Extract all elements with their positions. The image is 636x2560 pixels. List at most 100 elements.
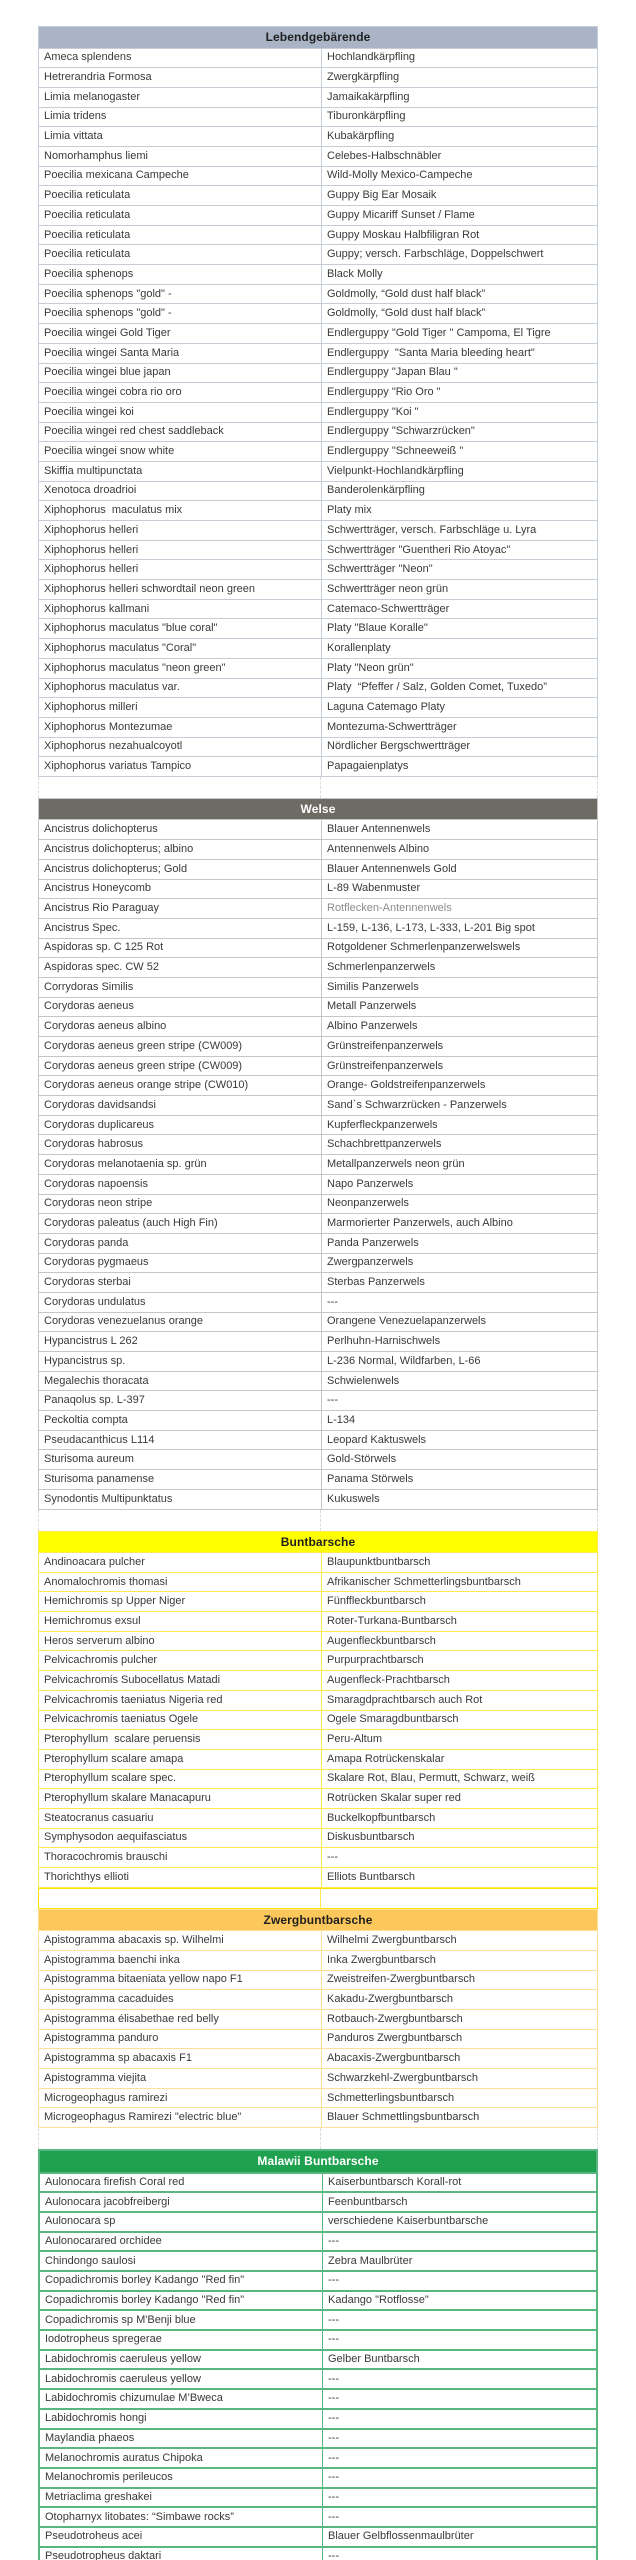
table-row: Xiphophorus helleri Schwertträger "Guenth… bbox=[39, 539, 597, 560]
common-name-cell: Smaragdprachtbarsch auch Rot bbox=[321, 1690, 597, 1710]
table-row: Ameca splendens Hochlandkärpfling bbox=[39, 47, 597, 68]
table-row: Poecilia reticulata Guppy Moskau Halbfili… bbox=[39, 224, 597, 245]
section-header: Welse bbox=[39, 798, 597, 820]
species-cell: Iodotropheus spregerae bbox=[45, 2333, 162, 2346]
section-gap bbox=[38, 1509, 598, 1531]
table-row: Xiphophorus helleri schwordtail neon gre… bbox=[39, 579, 597, 599]
common-name-cell: Laguna Catemago Platy bbox=[321, 698, 597, 717]
species-cell: Limia tridens bbox=[44, 110, 107, 123]
species-cell: Hypancistrus L 262 bbox=[44, 1335, 138, 1348]
common-name-cell: Leopard Kaktuswels bbox=[321, 1430, 597, 1450]
species-cell: Labidochromis caeruleus yellow bbox=[45, 2372, 201, 2385]
common-name-cell: --- bbox=[322, 2468, 596, 2487]
species-cell: Ancistrus Honeycomb bbox=[44, 882, 151, 895]
species-cell: Xiphophorus helleri bbox=[44, 563, 139, 576]
common-name-cell: L-159, L-136, L-173, L-333, L-201 Big sp… bbox=[321, 918, 597, 938]
table-row: Pelvicachromis taeniatus Nigeria red Smar… bbox=[39, 1689, 597, 1710]
table-row: Apistogramma baenchi inka Inka Zwergbuntb… bbox=[39, 1949, 597, 1970]
common-name-cell: Blauer Antennenwels Gold bbox=[321, 859, 597, 879]
species-cell: Pterophyllum scalare amapa bbox=[44, 1752, 184, 1765]
common-name-cell: Platy "Blaue Koralle" bbox=[321, 619, 597, 639]
table-row: Chindongo saulosi Zebra Maulbrüter bbox=[40, 2250, 596, 2270]
species-cell: Apistogramma sp abacaxis F1 bbox=[44, 2052, 192, 2065]
table-row: Synodontis Multipunktatus Kukuswels bbox=[39, 1488, 597, 1509]
section-4: Malawii Buntbarsche Aulonocara firefish C… bbox=[38, 2149, 598, 2560]
species-cell: Labidochromis chizumulae M’Bweca bbox=[45, 2392, 223, 2405]
species-cell: Maylandia phaeos bbox=[45, 2431, 135, 2444]
species-cell: Pelvicachromis taeniatus Ogele bbox=[44, 1713, 199, 1726]
species-table: Lebendgebärende Ameca splendens Hochlandkä… bbox=[38, 26, 598, 2560]
species-cell: Xiphophorus helleri bbox=[44, 543, 139, 556]
species-cell: Corydoras aeneus green stripe (CW009) bbox=[44, 1039, 243, 1052]
table-row: Poecilia sphenops "gold" - Goldmolly, “Go… bbox=[39, 303, 597, 324]
species-cell: Xiphophorus milleri bbox=[44, 701, 138, 714]
species-cell: Poecilia mexicana Campeche bbox=[44, 169, 189, 182]
common-name-cell: Blauer Antennenwels bbox=[321, 820, 597, 840]
table-row: Melanochromis auratus Chipoka --- bbox=[40, 2447, 596, 2467]
table-row: Xiphophorus maculatus "Coral" Korallenpla… bbox=[39, 638, 597, 658]
species-cell: Microgeophagus Ramirezi "electric blue" bbox=[44, 2111, 242, 2124]
section-3: Zwergbuntbarsche Apistogramma abacaxis sp… bbox=[38, 1908, 598, 2129]
table-row: Peckoltia compta L-134 bbox=[39, 1410, 597, 1430]
common-name-cell: Schwertträger neon grün bbox=[321, 580, 597, 599]
common-name-cell: Neonpanzerwels bbox=[321, 1194, 597, 1214]
common-name-cell: Augenfleckbuntbarsch bbox=[321, 1631, 597, 1651]
common-name-cell: --- bbox=[322, 2331, 596, 2349]
species-cell: Panaqolus sp. L-397 bbox=[44, 1394, 145, 1407]
common-name-cell: Rotbauch-Zwergbuntbarsch bbox=[321, 2009, 597, 2029]
species-cell: Aulonocara sp bbox=[45, 2215, 116, 2228]
table-row: Maylandia phaeos --- bbox=[40, 2427, 596, 2448]
common-name-cell: Celebes-Halbschnäbler bbox=[321, 146, 597, 166]
table-row: Apistogramma bitaeniata yellow napo F1 Zw… bbox=[39, 1969, 597, 1990]
section-header: Zwergbuntbarsche bbox=[39, 1909, 597, 1931]
species-cell: Xiphophorus helleri bbox=[44, 523, 139, 536]
common-name-cell: Montezuma-Schwertträger bbox=[321, 717, 597, 737]
table-row: Corydoras neon stripe Neonpanzerwels bbox=[39, 1193, 597, 1214]
table-row: Aulonocara jacobfreibergi Feenbuntbarsch bbox=[40, 2191, 596, 2211]
species-cell: Nomorhamphus liemi bbox=[44, 149, 148, 162]
section-1: Welse Ancistrus dolichopterus Blauer Anten… bbox=[38, 797, 598, 1510]
common-name-cell: Afrikanischer Schmetterlingsbuntbarsch bbox=[321, 1572, 597, 1592]
species-cell: Pseudotroheus acei bbox=[45, 2530, 143, 2543]
species-cell: Corydoras napoensis bbox=[44, 1177, 148, 1190]
table-row: Apistogramma élisabethae red belly Rotbau… bbox=[39, 2008, 597, 2029]
common-name-cell: Amapa Rotrückenskalar bbox=[321, 1749, 597, 1769]
species-cell: Steatocranus casuariu bbox=[44, 1811, 154, 1824]
table-row: Pseudacanthicus L114 Leopard Kaktuswels bbox=[39, 1429, 597, 1450]
species-cell: Xiphophorus variatus Tampico bbox=[44, 760, 192, 773]
species-cell: Ameca splendens bbox=[44, 51, 132, 64]
table-row: Corydoras aeneus albino Albino Panzerwels bbox=[39, 1016, 597, 1036]
species-cell: Microgeophagus ramirezi bbox=[44, 2091, 168, 2104]
common-name-cell: Zwergpanzerwels bbox=[321, 1253, 597, 1273]
species-cell: Poecilia wingei koi bbox=[44, 405, 134, 418]
table-row: Sturisoma aureum Gold-Störwels bbox=[39, 1449, 597, 1470]
table-row: Apistogramma panduro Panduros Zwergbuntba… bbox=[39, 2028, 597, 2049]
table-row: Corydoras pygmaeus Zwergpanzerwels bbox=[39, 1252, 597, 1273]
common-name-cell: --- bbox=[322, 2370, 596, 2389]
table-row: Poecilia wingei cobra rio oro Endlerguppy… bbox=[39, 382, 597, 402]
common-name-cell: Kukuswels bbox=[321, 1489, 597, 1509]
table-row: Anomalochromis thomasi Afrikanischer Schm… bbox=[39, 1571, 597, 1592]
table-row: Hemichromis sp Upper Niger Fünffleckbuntb… bbox=[39, 1591, 597, 1612]
species-cell: Apistogramma élisabethae red belly bbox=[44, 2012, 219, 2025]
table-row: Labidochromis caeruleus yellow Gelber Bun… bbox=[40, 2348, 596, 2369]
common-name-cell: Endlerguppy "Koi " bbox=[321, 402, 597, 422]
table-row: Poecilia wingei koi Endlerguppy "Koi " bbox=[39, 401, 597, 422]
table-row: Poecilia wingei red chest saddleback Endl… bbox=[39, 421, 597, 442]
species-cell: Pseudacanthicus L114 bbox=[44, 1433, 155, 1446]
species-cell: Aspidoras spec. CW 52 bbox=[44, 961, 159, 974]
table-row: Steatocranus casuariu Buckelkopfbuntbarsc… bbox=[39, 1807, 597, 1828]
common-name-cell: Kaiserbuntbarsch Korall-rot bbox=[322, 2173, 596, 2192]
common-name-cell: Wilhelmi Zwergbuntbarsch bbox=[321, 1931, 597, 1950]
common-name-cell: verschiedene Kaiserbuntbarsche bbox=[322, 2212, 596, 2231]
species-cell: Apistogramma viejita bbox=[44, 2071, 147, 2084]
species-cell: Otopharnyx litobates: “Simbawe rocks” bbox=[45, 2510, 234, 2523]
species-cell: Symphysodon aequifasciatus bbox=[44, 1831, 188, 1844]
table-row: Xiphophorus kallmani Catemaco-Schwertträg… bbox=[39, 598, 597, 619]
species-cell: Sturisoma aureum bbox=[44, 1453, 134, 1466]
table-row: Metriaclima greshakei --- bbox=[40, 2486, 596, 2507]
common-name-cell: Endlerguppy "Gold Tiger " Campoma, El Ti… bbox=[321, 324, 597, 343]
common-name-cell: Guppy Micariff Sunset / Flame bbox=[321, 206, 597, 225]
common-name-cell: Rotrücken Skalar super red bbox=[321, 1789, 597, 1808]
table-row: Poecilia mexicana Campeche Wild-Molly Mex… bbox=[39, 165, 597, 186]
